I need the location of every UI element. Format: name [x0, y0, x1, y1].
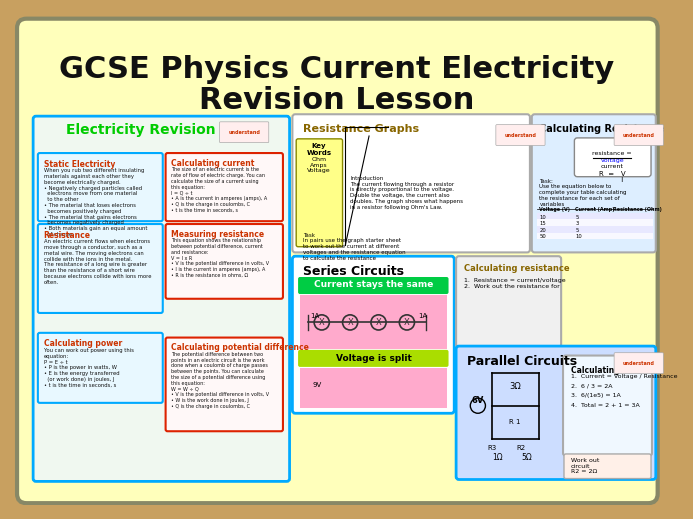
- Text: 9V: 9V: [313, 382, 322, 388]
- FancyBboxPatch shape: [38, 224, 163, 313]
- FancyBboxPatch shape: [220, 122, 269, 143]
- FancyBboxPatch shape: [33, 116, 290, 482]
- Text: Voltage (V): Voltage (V): [539, 207, 570, 212]
- Text: GCSE Physics Current Electricity: GCSE Physics Current Electricity: [60, 56, 615, 84]
- Text: Revision Lesson: Revision Lesson: [199, 86, 475, 115]
- Text: 4.  Total = 2 + 1 = 3A: 4. Total = 2 + 1 = 3A: [570, 403, 640, 408]
- Text: 50: 50: [539, 235, 546, 239]
- Text: understand: understand: [623, 132, 655, 138]
- Text: Parallel Circuits: Parallel Circuits: [466, 354, 577, 368]
- Text: current: current: [601, 164, 624, 169]
- Text: Static Electricity: Static Electricity: [44, 160, 115, 169]
- FancyBboxPatch shape: [614, 353, 663, 374]
- FancyBboxPatch shape: [532, 114, 656, 252]
- FancyBboxPatch shape: [456, 256, 561, 347]
- Text: When you rub two different insulating
materials against each other they
become e: When you rub two different insulating ma…: [44, 168, 147, 237]
- Text: Resistance (Ohm): Resistance (Ohm): [613, 207, 662, 212]
- FancyBboxPatch shape: [456, 346, 656, 480]
- Text: 3: 3: [575, 221, 579, 226]
- Text: X: X: [376, 318, 381, 327]
- Text: Electricity Revision: Electricity Revision: [67, 124, 216, 138]
- Text: An electric current flows when electrons
move through a conductor, such as a
met: An electric current flows when electrons…: [44, 239, 151, 285]
- Text: 5: 5: [575, 214, 579, 220]
- FancyBboxPatch shape: [292, 256, 454, 413]
- FancyBboxPatch shape: [38, 333, 163, 403]
- Text: Ohm
Amps
Voltage: Ohm Amps Voltage: [307, 157, 331, 173]
- Text: 1A: 1A: [310, 312, 319, 319]
- Bar: [538, 220, 653, 226]
- Text: 5: 5: [575, 228, 579, 233]
- Text: Calculating resistance: Calculating resistance: [464, 264, 570, 273]
- Bar: [538, 226, 653, 233]
- Text: Work out
circuit
R2 = 2Ω: Work out circuit R2 = 2Ω: [570, 458, 599, 474]
- FancyBboxPatch shape: [17, 19, 658, 503]
- Bar: [538, 213, 653, 220]
- Text: R 1: R 1: [509, 419, 520, 425]
- Text: Measuring resistance: Measuring resistance: [171, 230, 265, 239]
- Text: Task
In pairs use the graph starter sheet
to work out the current at different
v: Task In pairs use the graph starter shee…: [303, 233, 405, 261]
- Text: R  =   V: R = V: [599, 171, 626, 177]
- FancyBboxPatch shape: [614, 125, 663, 145]
- Text: Calculating power: Calculating power: [44, 339, 122, 348]
- Bar: [538, 233, 653, 239]
- Text: 15: 15: [539, 221, 546, 226]
- Text: Calculating current: Calculating current: [171, 159, 254, 168]
- Text: voltage: voltage: [600, 158, 624, 163]
- Text: You can work out power using this
equation:
P = E ÷ t
• P is the power in watts,: You can work out power using this equati…: [44, 348, 134, 388]
- FancyBboxPatch shape: [166, 153, 283, 221]
- Text: Key
Words: Key Words: [306, 143, 331, 156]
- FancyBboxPatch shape: [300, 368, 447, 407]
- Text: 10: 10: [539, 214, 546, 220]
- FancyBboxPatch shape: [298, 277, 448, 294]
- Text: resistance =: resistance =: [593, 151, 632, 156]
- Text: 5Ω: 5Ω: [522, 453, 532, 462]
- Text: understand: understand: [505, 132, 536, 138]
- FancyBboxPatch shape: [564, 454, 651, 479]
- FancyBboxPatch shape: [292, 114, 530, 252]
- Text: 1Ω: 1Ω: [493, 453, 503, 462]
- Text: Calculating potential difference: Calculating potential difference: [171, 343, 309, 352]
- FancyBboxPatch shape: [300, 295, 447, 349]
- FancyBboxPatch shape: [298, 350, 448, 367]
- Text: 3Ω: 3Ω: [509, 383, 520, 391]
- Text: I: I: [601, 176, 624, 183]
- FancyBboxPatch shape: [166, 224, 283, 299]
- FancyBboxPatch shape: [574, 138, 651, 176]
- FancyBboxPatch shape: [38, 153, 163, 221]
- Text: R3: R3: [487, 445, 497, 452]
- Text: X: X: [319, 318, 324, 327]
- Text: Voltage is split: Voltage is split: [336, 354, 412, 363]
- Text: 6V: 6V: [472, 397, 484, 405]
- FancyBboxPatch shape: [166, 337, 283, 431]
- Text: Task:
Use the equation below to
complete your table calculating
the resistance f: Task: Use the equation below to complete…: [539, 179, 627, 207]
- Text: R2: R2: [516, 445, 525, 452]
- Text: 1A: 1A: [419, 312, 428, 319]
- FancyBboxPatch shape: [563, 356, 652, 456]
- Text: This equation shows the relationship
between potential difference, current
and r: This equation shows the relationship bet…: [171, 238, 270, 278]
- Text: understand: understand: [623, 361, 655, 365]
- Text: X: X: [404, 318, 410, 327]
- Text: Current stays the same: Current stays the same: [314, 280, 433, 289]
- FancyBboxPatch shape: [296, 139, 342, 247]
- Text: X: X: [347, 318, 353, 327]
- Text: 2.  6 / 3 = 2A: 2. 6 / 3 = 2A: [570, 384, 612, 389]
- Text: The potential difference between two
points in an electric circuit is the work
d: The potential difference between two poi…: [171, 352, 270, 409]
- Text: Resistance: Resistance: [44, 230, 91, 240]
- Text: Series Circuits: Series Circuits: [303, 265, 404, 278]
- FancyBboxPatch shape: [496, 125, 545, 145]
- Text: Calculating Current: Calculating Current: [570, 366, 655, 375]
- Text: understand: understand: [228, 130, 260, 135]
- Text: 3.  6/(1e5) = 1A: 3. 6/(1e5) = 1A: [570, 393, 620, 399]
- Text: 1.  Resistance = current/voltage
2.  Work out the resistance for: 1. Resistance = current/voltage 2. Work …: [464, 278, 565, 289]
- Text: Calculating Resistance: Calculating Resistance: [539, 125, 665, 134]
- Text: Current (Amp): Current (Amp): [575, 207, 615, 212]
- Text: The size of an electric current is the
rate of flow of electric charge. You can
: The size of an electric current is the r…: [171, 167, 267, 213]
- Text: 10: 10: [575, 235, 582, 239]
- Text: Introduction
The current flowing through a resistor
is directly proportional to : Introduction The current flowing through…: [350, 176, 463, 210]
- Text: 20: 20: [539, 228, 546, 233]
- Text: Resistance Graphs: Resistance Graphs: [303, 125, 419, 134]
- Text: 1.  Current = Voltage / Resistance: 1. Current = Voltage / Resistance: [570, 375, 677, 379]
